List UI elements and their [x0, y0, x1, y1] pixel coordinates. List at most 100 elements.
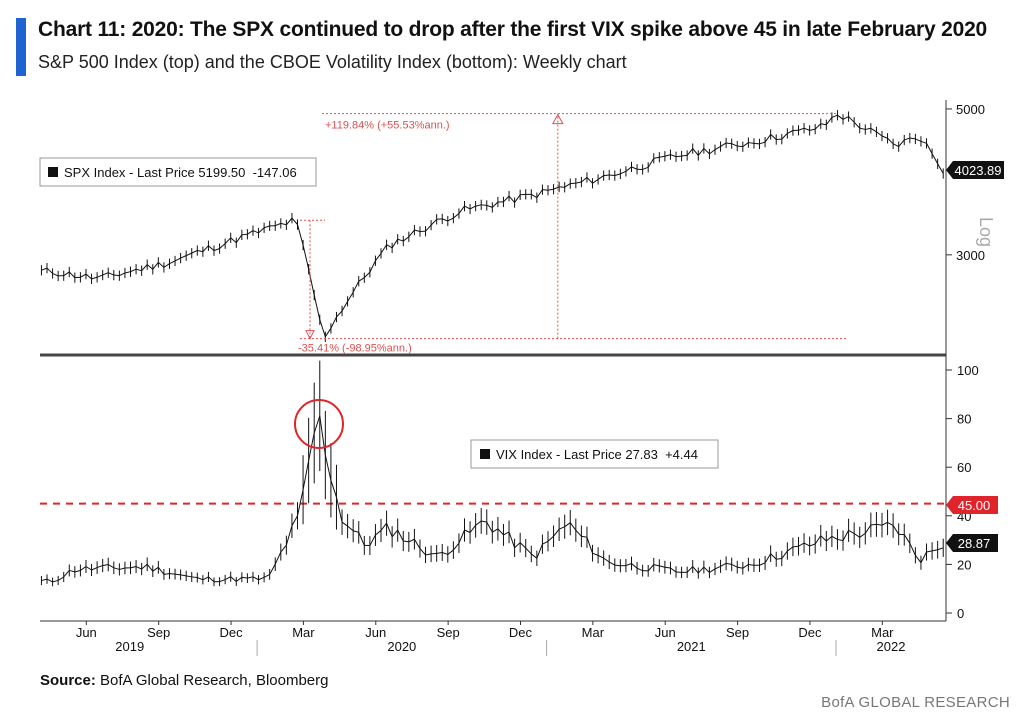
vix-segment — [492, 528, 499, 533]
vix-segment — [848, 529, 855, 534]
source-label: Source: — [40, 672, 96, 689]
vix-last-value-badge: 28.87 — [946, 534, 998, 552]
vix-segment — [219, 579, 226, 583]
spx-segment — [163, 263, 170, 268]
spx-segment — [442, 218, 448, 222]
spx-segment — [491, 201, 499, 208]
spx-segment — [787, 130, 794, 134]
vix-segment — [853, 533, 861, 538]
vix-segment — [720, 562, 727, 567]
spx-segment — [91, 276, 98, 280]
vix-segment — [269, 563, 276, 575]
spx-segment — [402, 236, 410, 242]
spx-segment — [363, 271, 371, 279]
vix-segment — [697, 566, 705, 574]
x-axis-labels: Jun Sep Dec Mar Jun Sep Dec Mar Jun Sep Dec Mar 2019… — [76, 621, 905, 656]
vix-y-tick-label: 100 — [957, 363, 979, 378]
spx-segment — [208, 245, 215, 252]
vix-segment — [80, 566, 87, 571]
vix-segment — [558, 526, 565, 530]
spx-segment — [408, 229, 415, 238]
spx-segment — [703, 148, 710, 155]
rise-arrowhead — [551, 113, 564, 125]
vix-segment — [508, 531, 516, 548]
vix-segment — [608, 561, 616, 566]
spx-segment — [904, 137, 910, 141]
vix-segment — [814, 535, 822, 545]
spx-segment — [263, 225, 270, 229]
spx-segment — [764, 134, 772, 143]
spx-segment — [397, 238, 404, 242]
x-month-label: Jun — [76, 625, 97, 640]
spx-segment — [831, 114, 838, 118]
vix-segment — [731, 563, 738, 568]
vix-segment — [130, 566, 137, 569]
spx-segment — [469, 205, 476, 210]
vix-segment — [581, 535, 588, 538]
spx-segment — [542, 189, 549, 191]
vix-segment — [141, 563, 148, 570]
x-month-label: Sep — [726, 625, 749, 640]
spx-legend-text: SPX Index - Last Price 5199.50 -147.06 — [64, 165, 297, 180]
spx-segment — [675, 155, 682, 158]
vix-segment — [302, 460, 310, 490]
vix-legend: VIX Index - Last Price 27.83 +4.44 — [470, 439, 719, 469]
vix-segment — [892, 525, 900, 535]
vix-segment — [247, 576, 254, 579]
vix-segment — [436, 551, 443, 554]
vix-segment — [197, 577, 204, 581]
vix-segment — [119, 567, 126, 570]
vix-segment — [920, 551, 927, 563]
spx-segment — [692, 148, 699, 156]
spx-segment — [620, 170, 627, 175]
vix-segment — [726, 562, 732, 565]
spx-segment — [124, 271, 131, 274]
spx-segment — [453, 213, 460, 219]
vix-segment — [330, 480, 337, 498]
spx-segment — [531, 193, 538, 199]
spx-segment — [313, 294, 321, 320]
vix-segment — [614, 564, 621, 567]
vix-segment — [46, 578, 53, 583]
spx-segment — [152, 261, 159, 270]
vix-segment — [157, 566, 165, 575]
vix-segment — [647, 564, 655, 572]
spx-segment — [726, 142, 732, 145]
vix-segment — [74, 569, 81, 573]
spx-segment — [681, 154, 688, 157]
spx-segment — [213, 248, 220, 252]
spx-segment — [41, 267, 48, 271]
spx-segment — [330, 316, 337, 329]
x-year-label: 2019 — [115, 639, 144, 654]
vix-segment — [770, 553, 777, 560]
vix-segment — [787, 546, 794, 552]
vix-segment — [191, 576, 198, 579]
spx-segment — [653, 156, 660, 159]
vix-segment — [636, 567, 643, 572]
spx-segment — [920, 140, 927, 144]
x-month-label: Mar — [292, 625, 315, 640]
spx-segment — [881, 135, 888, 139]
spx-segment — [135, 268, 142, 272]
spx-segment — [892, 143, 899, 148]
spx-segment — [85, 273, 92, 280]
spx-segment — [414, 229, 421, 232]
vix-segment — [519, 542, 527, 549]
spx-segment — [481, 204, 487, 206]
spx-segment — [909, 137, 916, 140]
vix-segment — [798, 542, 805, 547]
vix-segment — [447, 549, 454, 555]
spx-segment — [926, 143, 933, 154]
spx-segment — [575, 181, 582, 184]
vix-segment — [603, 557, 610, 563]
vix-spike-highlight — [294, 399, 344, 449]
spx-segment — [514, 194, 521, 203]
spx-segment — [185, 252, 192, 257]
spx-segment — [870, 127, 877, 133]
spx-segment — [887, 137, 894, 145]
spx-segment — [464, 205, 471, 210]
vix-segment — [631, 563, 638, 569]
vix-series — [40, 360, 944, 587]
vix-segment — [353, 530, 359, 533]
spx-segment — [731, 143, 738, 147]
